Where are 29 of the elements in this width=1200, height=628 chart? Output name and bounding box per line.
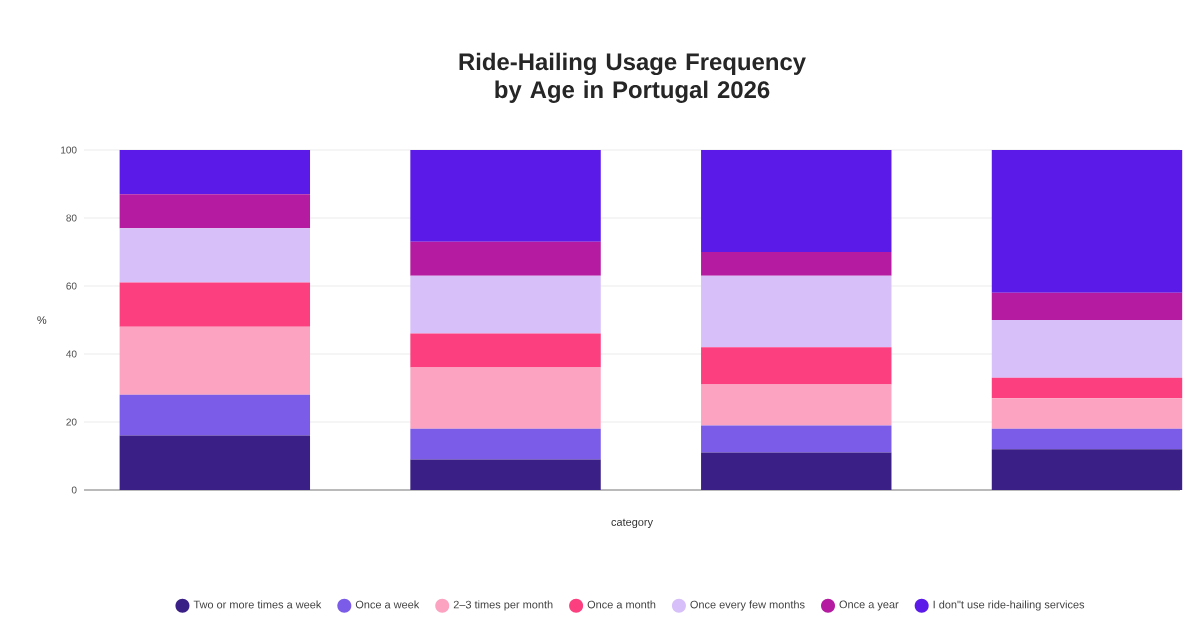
- bar: [701, 452, 892, 490]
- bar: [119, 435, 311, 490]
- bar: [119, 194, 311, 229]
- bar: [991, 377, 1183, 399]
- bar: [410, 241, 601, 276]
- bar: [991, 320, 1183, 378]
- bar: [410, 367, 601, 429]
- bar: [701, 384, 892, 426]
- bar: [119, 394, 311, 436]
- bar: [991, 150, 1183, 293]
- chart-title: Ride-Hailing Usage Frequency by Age in Portugal 2026: [459, 52, 806, 103]
- bar: [701, 150, 892, 252]
- bar: [701, 275, 892, 348]
- bar: [410, 333, 601, 368]
- bar: [701, 252, 892, 276]
- bar: [410, 150, 601, 242]
- bar: [991, 428, 1183, 450]
- bar: [991, 292, 1183, 320]
- bar: [410, 275, 601, 334]
- bar: [701, 425, 892, 453]
- bar: [410, 428, 601, 460]
- bar: [119, 326, 311, 395]
- bar: [991, 449, 1183, 490]
- bar: [119, 282, 311, 327]
- bar: [991, 398, 1183, 429]
- bar: [119, 228, 311, 283]
- bar: [410, 459, 601, 490]
- bar: [701, 347, 892, 385]
- bar: [119, 150, 311, 195]
